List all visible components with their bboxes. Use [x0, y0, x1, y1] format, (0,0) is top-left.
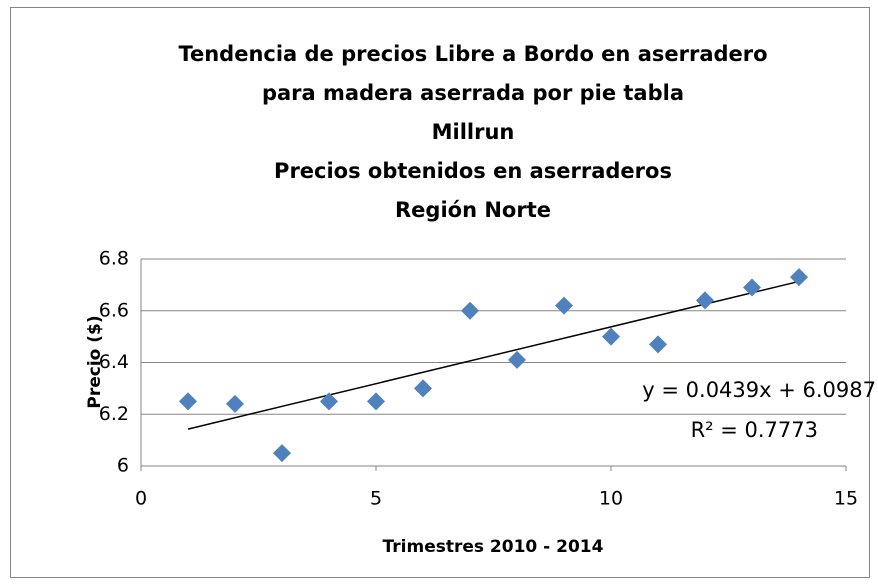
point: [179, 392, 197, 411]
point: [696, 291, 714, 310]
chart-title: para madera aserrada por pie tabla: [262, 81, 684, 105]
y-tick-label: 6.6: [99, 299, 129, 321]
point: [602, 327, 620, 346]
y-tick-label: 6.8: [99, 248, 129, 270]
x-tick-label: 5: [370, 488, 382, 510]
x-tick-label: 10: [599, 488, 623, 510]
x-tick-label: 15: [834, 488, 858, 510]
x-axis-label: Trimestres 2010 - 2014: [383, 537, 604, 557]
chart-border: [10, 7, 870, 578]
trendline: [187, 280, 800, 430]
chart-title: Región Norte: [395, 198, 551, 222]
point: [226, 394, 244, 413]
point: [508, 350, 526, 369]
point: [555, 296, 573, 315]
point: [273, 444, 291, 463]
point: [414, 379, 432, 398]
point: [367, 392, 385, 411]
x-tick-label: 0: [135, 488, 147, 510]
chart-title: Tendencia de precios Libre a Bordo en as…: [178, 42, 767, 66]
point: [790, 268, 808, 287]
point: [320, 392, 338, 411]
y-axis-label: Precio ($): [85, 315, 105, 408]
y-tick-label: 6: [117, 455, 129, 477]
y-tick-label: 6.4: [99, 351, 129, 373]
chart-title: Precios obtenidos en aserraderos: [274, 159, 672, 183]
y-tick-label: 6.2: [99, 403, 129, 425]
chart-title: Millrun: [432, 120, 515, 144]
point: [649, 335, 667, 354]
point: [461, 301, 479, 320]
trend-equation: y = 0.0439x + 6.0987: [642, 378, 876, 402]
trend-r2: R² = 0.7773: [691, 418, 818, 442]
point: [743, 278, 761, 297]
